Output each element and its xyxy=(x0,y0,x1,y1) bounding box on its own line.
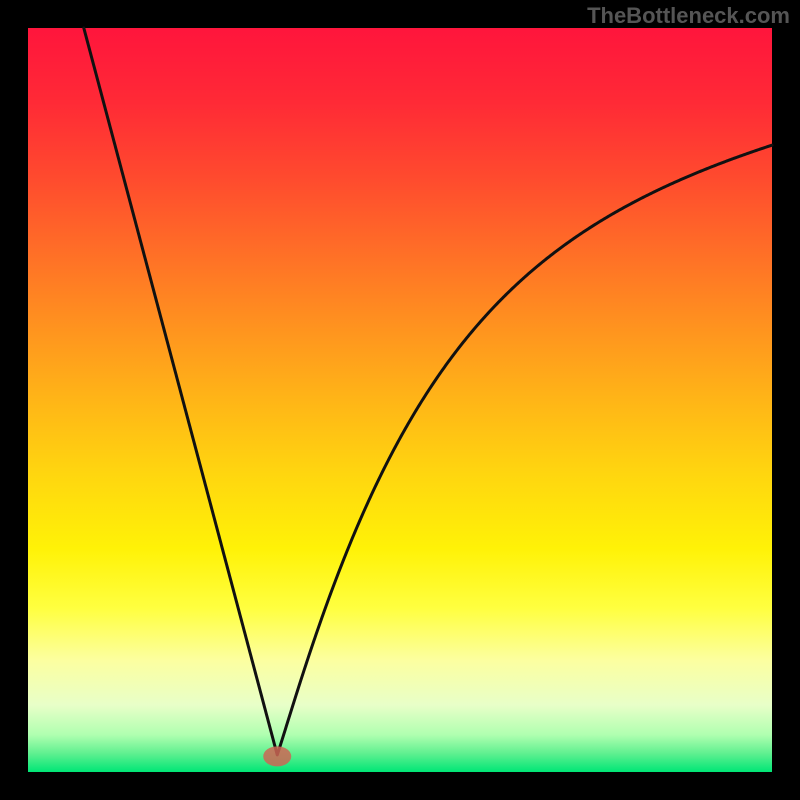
optimum-marker xyxy=(263,746,291,766)
watermark-text: TheBottleneck.com xyxy=(587,3,790,29)
bottleneck-chart xyxy=(0,0,800,800)
chart-container: TheBottleneck.com xyxy=(0,0,800,800)
plot-background xyxy=(28,28,772,772)
